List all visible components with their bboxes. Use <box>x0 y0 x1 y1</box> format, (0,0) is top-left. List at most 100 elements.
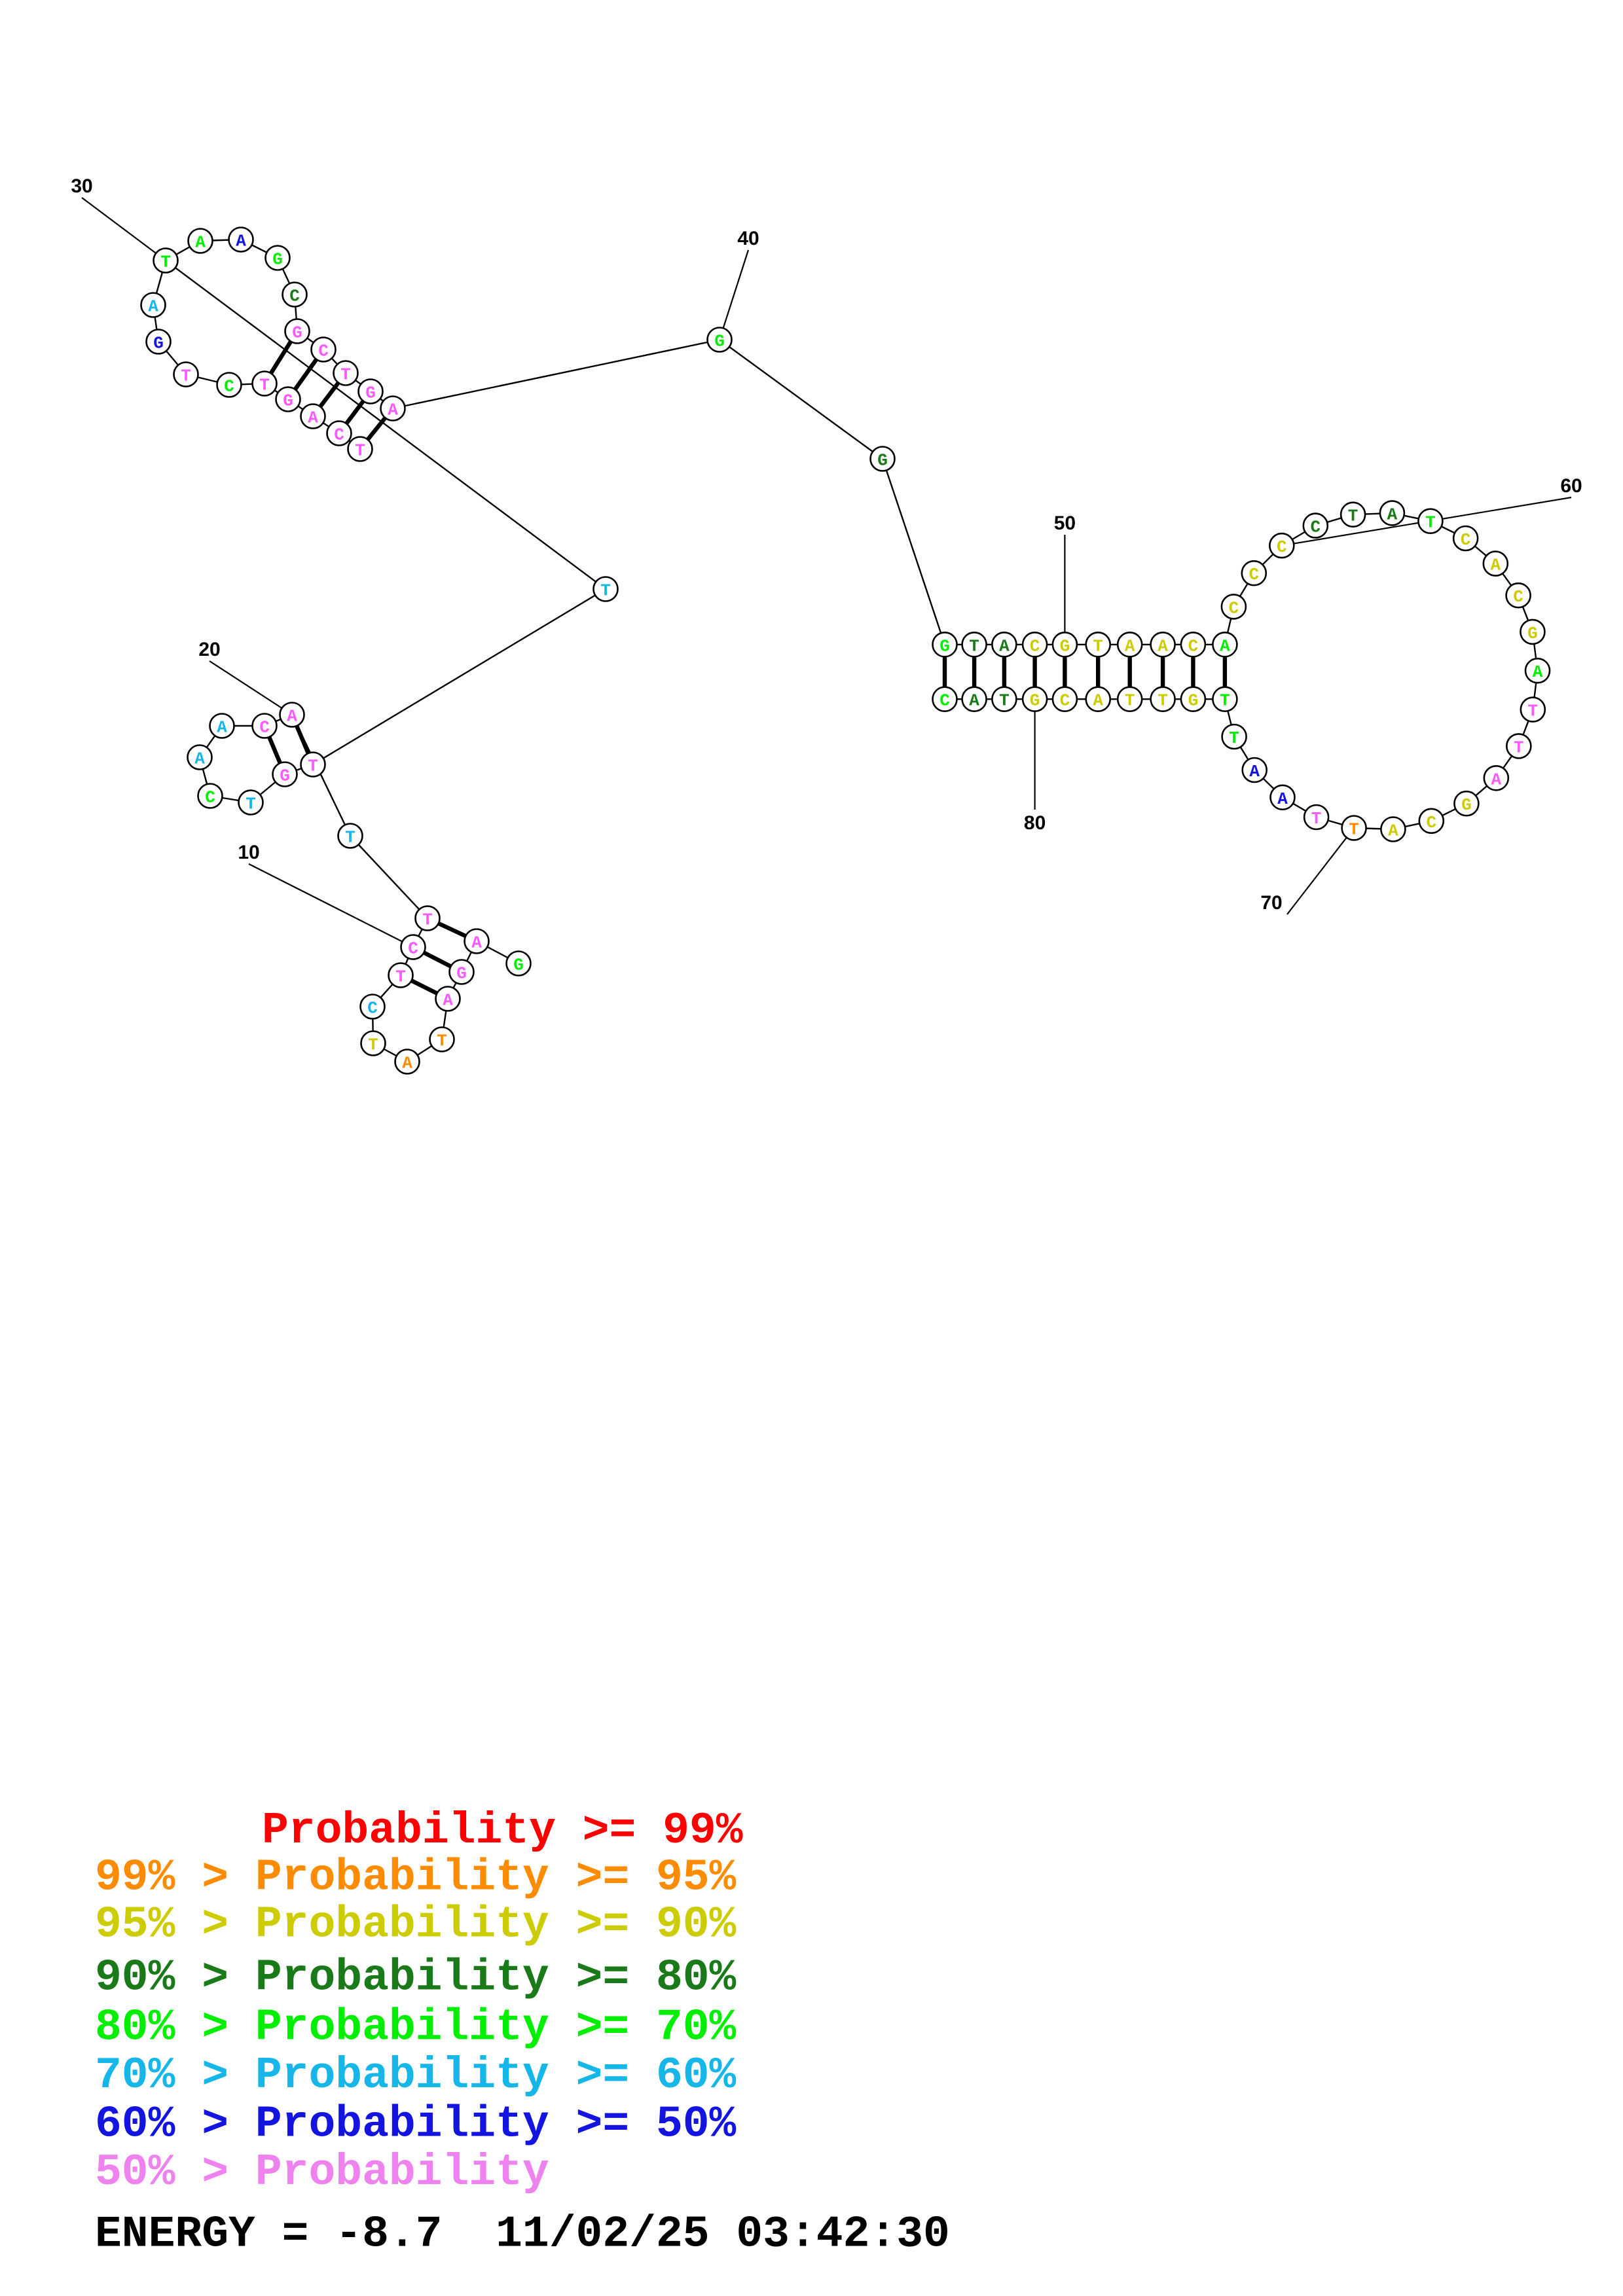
svg-text:A: A <box>217 718 227 738</box>
svg-text:G: G <box>272 250 283 270</box>
svg-text:T: T <box>1229 728 1239 748</box>
svg-text:C: C <box>289 287 300 306</box>
svg-text:C: C <box>334 425 344 445</box>
svg-text:T: T <box>437 1031 447 1051</box>
svg-text:T: T <box>246 795 256 814</box>
svg-text:T: T <box>308 757 318 776</box>
svg-text:G: G <box>1060 636 1070 656</box>
svg-text:G: G <box>153 334 164 353</box>
svg-text:G: G <box>1188 691 1199 711</box>
svg-text:60: 60 <box>1560 475 1582 497</box>
svg-text:50% > Probability: 50% > Probability <box>95 2147 549 2198</box>
svg-text:A: A <box>1220 636 1230 656</box>
svg-text:C: C <box>1461 530 1471 550</box>
svg-text:70% > Probability >= 60%: 70% > Probability >= 60% <box>95 2051 737 2101</box>
svg-text:T: T <box>1311 809 1322 829</box>
svg-text:C: C <box>205 788 215 808</box>
svg-text:C: C <box>367 999 378 1018</box>
svg-text:G: G <box>714 332 725 351</box>
svg-text:G: G <box>292 323 302 343</box>
svg-text:T: T <box>1220 691 1230 711</box>
svg-text:70: 70 <box>1260 892 1282 914</box>
svg-text:60% > Probability >= 50%: 60% > Probability >= 50% <box>95 2100 737 2150</box>
svg-text:T: T <box>355 441 365 461</box>
svg-text:G: G <box>1030 691 1040 711</box>
svg-text:C: C <box>408 939 418 959</box>
svg-text:A: A <box>402 1054 412 1073</box>
svg-text:G: G <box>365 384 376 403</box>
svg-text:C: C <box>1249 565 1259 584</box>
svg-text:A: A <box>1249 762 1260 781</box>
svg-text:A: A <box>1490 556 1501 575</box>
svg-text:G: G <box>939 636 950 656</box>
svg-text:A: A <box>194 749 205 769</box>
svg-text:T: T <box>1093 636 1103 656</box>
svg-text:T: T <box>999 691 1010 711</box>
svg-text:99% > Probability >= 95%: 99% > Probability >= 95% <box>95 1853 737 1903</box>
svg-text:A: A <box>308 408 318 428</box>
svg-text:C: C <box>1513 587 1523 607</box>
svg-text:ENERGY = -8.7 11/02/25 03:42:: ENERGY = -8.7 11/02/25 03:42:30 <box>95 2210 950 2260</box>
svg-text:80: 80 <box>1024 812 1046 834</box>
svg-text:T: T <box>1514 738 1524 757</box>
svg-text:C: C <box>1229 598 1239 618</box>
svg-text:A: A <box>1533 662 1543 682</box>
svg-text:T: T <box>259 376 270 395</box>
svg-text:C: C <box>259 718 270 738</box>
svg-text:T: T <box>1125 691 1135 711</box>
svg-text:T: T <box>1527 702 1538 721</box>
svg-text:A: A <box>1491 770 1501 789</box>
svg-text:A: A <box>1387 505 1398 524</box>
svg-text:G: G <box>456 964 467 984</box>
svg-text:30: 30 <box>71 175 92 197</box>
svg-text:G: G <box>513 956 524 975</box>
svg-text:T: T <box>1425 513 1436 533</box>
svg-text:T: T <box>1158 691 1168 711</box>
svg-text:G: G <box>877 451 888 471</box>
svg-text:50: 50 <box>1054 512 1076 534</box>
svg-text:C: C <box>939 691 950 711</box>
svg-text:C: C <box>1310 518 1321 537</box>
svg-text:90% > Probability >= 80%: 90% > Probability >= 80% <box>95 1952 737 2003</box>
svg-text:A: A <box>195 233 206 253</box>
svg-text:G: G <box>1527 624 1538 643</box>
svg-text:T: T <box>422 910 433 930</box>
svg-text:T: T <box>345 828 356 848</box>
svg-text:A: A <box>1093 691 1103 711</box>
svg-text:T: T <box>1349 820 1359 840</box>
svg-text:C: C <box>1060 691 1070 711</box>
svg-text:G: G <box>283 391 293 411</box>
svg-text:80% > Probability >= 70%: 80% > Probability >= 70% <box>95 2003 737 2053</box>
svg-text:A: A <box>388 401 398 420</box>
svg-text:A: A <box>236 232 246 251</box>
svg-text:Probability >= 99%: Probability >= 99% <box>262 1806 743 1856</box>
svg-text:T: T <box>395 967 406 987</box>
svg-text:C: C <box>1277 537 1287 557</box>
svg-text:C: C <box>1426 813 1436 833</box>
svg-text:G: G <box>1461 795 1472 815</box>
svg-text:T: T <box>181 367 191 386</box>
svg-text:A: A <box>1125 636 1135 656</box>
svg-text:95% > Probability >= 90%: 95% > Probability >= 90% <box>95 1899 737 1950</box>
svg-text:40: 40 <box>737 228 759 249</box>
svg-text:A: A <box>1158 636 1168 656</box>
svg-text:A: A <box>969 691 979 711</box>
svg-text:C: C <box>318 342 329 361</box>
svg-text:A: A <box>1388 821 1398 841</box>
svg-text:10: 10 <box>238 842 259 863</box>
svg-text:T: T <box>1348 507 1359 526</box>
svg-text:A: A <box>999 636 1010 656</box>
svg-text:C: C <box>1188 636 1199 656</box>
svg-text:T: T <box>368 1035 378 1055</box>
svg-text:G: G <box>280 766 290 786</box>
svg-text:T: T <box>969 636 979 656</box>
svg-text:A: A <box>443 991 453 1011</box>
svg-text:T: T <box>340 365 351 385</box>
svg-text:T: T <box>160 253 171 272</box>
svg-text:C: C <box>224 377 234 397</box>
svg-text:A: A <box>471 933 482 953</box>
svg-text:A: A <box>148 297 158 317</box>
svg-text:A: A <box>287 707 297 726</box>
svg-text:T: T <box>600 581 611 601</box>
svg-text:20: 20 <box>198 639 220 660</box>
